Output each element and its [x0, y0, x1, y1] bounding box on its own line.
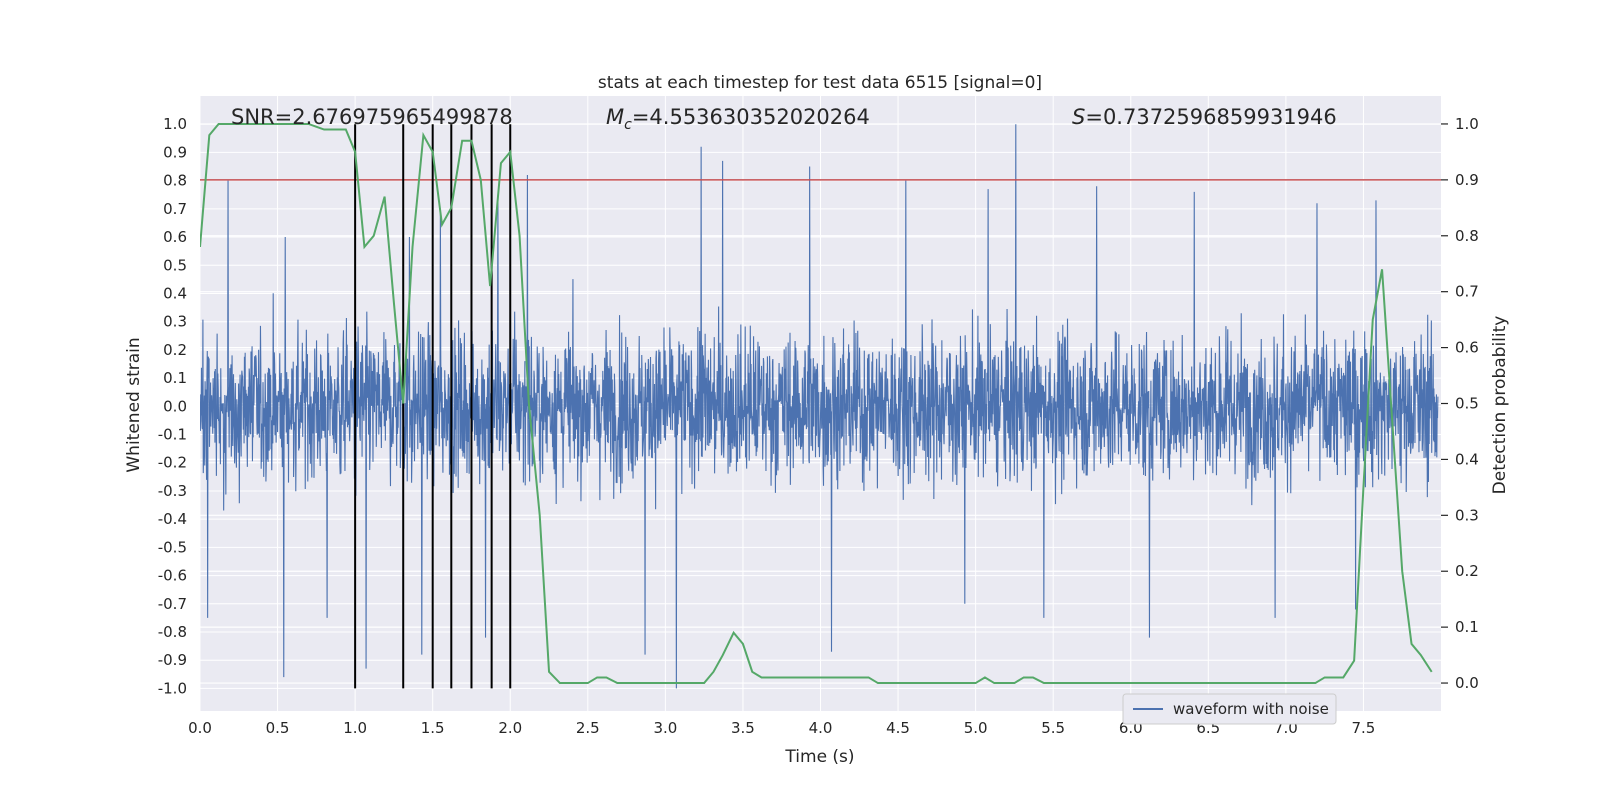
left-y-tick-label: -0.1	[158, 426, 187, 444]
score-value: =0.7372596859931946	[1085, 105, 1336, 129]
x-tick-label: 2.0	[498, 719, 522, 737]
x-tick-label: 3.5	[731, 719, 755, 737]
x-tick-label: 1.0	[343, 719, 367, 737]
waveform-with-noise-line	[200, 124, 1439, 689]
right-y-tick-label: 0.6	[1455, 339, 1479, 357]
left-y-tick-label: 0.6	[163, 228, 187, 246]
left-y-tick-label: -0.8	[158, 623, 187, 641]
event-markers	[354, 124, 512, 689]
left-y-tick-label: -0.7	[158, 595, 187, 613]
x-tick-label: 7.5	[1352, 719, 1376, 737]
left-y-tick-label: -0.3	[158, 482, 187, 500]
left-y-tick-label: 0.1	[163, 369, 187, 387]
left-y-tick-label: -0.6	[158, 567, 187, 585]
legend-label: waveform with noise	[1173, 700, 1329, 718]
right-y-axis-label: Detection probability	[1490, 316, 1510, 495]
x-tick-label: 4.0	[809, 719, 833, 737]
left-y-tick-label: 0.9	[163, 143, 187, 161]
x-axis-ticks: 0.0 0.5 1.0 1.5 2.0 2.5 3.0 3.5 4.0 4.5 5.0 5.5 6.0 6…	[188, 719, 1375, 737]
left-y-axis-ticks: 1.0 0.9 0.8 0.7 0.6 0.5 0.4 0.3 0.2 0.1 0.0 -0.1 -0.…	[158, 115, 187, 697]
right-y-tick-label: 0.5	[1455, 395, 1479, 413]
x-tick-label: 0.5	[266, 719, 290, 737]
x-tick-label: 0.0	[188, 719, 212, 737]
left-y-tick-label: 0.5	[163, 256, 187, 274]
right-y-tick-label: 0.7	[1455, 283, 1479, 301]
right-y-tick-label: 0.8	[1455, 227, 1479, 245]
x-tick-label: 5.0	[964, 719, 988, 737]
right-y-tick-label: 0.4	[1455, 450, 1479, 468]
left-y-tick-label: -0.2	[158, 454, 187, 472]
right-y-axis-ticks: 1.0 0.9 0.8 0.7 0.6 0.5 0.4 0.3 0.2 0.1 0.0	[1441, 115, 1479, 692]
chirp-mass-value: =4.553630352020264	[632, 105, 870, 129]
noise-waveform	[200, 124, 1439, 689]
x-tick-label: 1.5	[421, 719, 445, 737]
right-y-tick-label: 0.2	[1455, 562, 1479, 580]
x-tick-label: 4.5	[886, 719, 910, 737]
x-tick-label: 3.0	[653, 719, 677, 737]
x-axis-label: Time (s)	[784, 747, 854, 767]
detection-probability-line	[200, 122, 1433, 685]
score-annotation: S=0.7372596859931946	[1072, 105, 1337, 129]
x-tick-label: 2.5	[576, 719, 600, 737]
left-y-tick-label: 0.0	[163, 397, 187, 415]
left-y-tick-label: 0.7	[163, 200, 187, 218]
chart-title: stats at each timestep for test data 651…	[598, 73, 1042, 93]
right-y-tick-label: 1.0	[1455, 115, 1479, 133]
right-y-tick-label: 0.3	[1455, 506, 1479, 524]
right-y-tick-label: 0.1	[1455, 618, 1479, 636]
left-y-tick-label: -0.5	[158, 538, 187, 556]
left-y-tick-label: -1.0	[158, 679, 187, 697]
chirp-mass-annotation: Mc=4.553630352020264	[606, 105, 870, 133]
chirp-mass-symbol: M	[606, 105, 624, 129]
legend: waveform with noise	[1122, 693, 1337, 725]
probability-curve	[200, 122, 1433, 685]
left-y-tick-label: 0.8	[163, 172, 187, 190]
left-y-tick-label: 1.0	[163, 115, 187, 133]
left-y-tick-label: 0.3	[163, 313, 187, 331]
snr-annotation: SNR=2.676975965499878	[231, 105, 513, 129]
score-symbol: S	[1072, 105, 1085, 129]
left-y-tick-label: -0.4	[158, 510, 187, 528]
legend-box	[1122, 693, 1337, 725]
right-y-tick-label: 0.9	[1455, 171, 1479, 189]
x-tick-label: 5.5	[1041, 719, 1065, 737]
left-y-axis-label: Whitened strain	[124, 337, 144, 472]
chirp-mass-subscript: c	[624, 117, 632, 133]
left-y-tick-label: 0.2	[163, 341, 187, 359]
left-y-tick-label: -0.9	[158, 651, 187, 669]
right-y-tick-label: 0.0	[1455, 674, 1479, 692]
left-y-tick-label: 0.4	[163, 284, 187, 302]
